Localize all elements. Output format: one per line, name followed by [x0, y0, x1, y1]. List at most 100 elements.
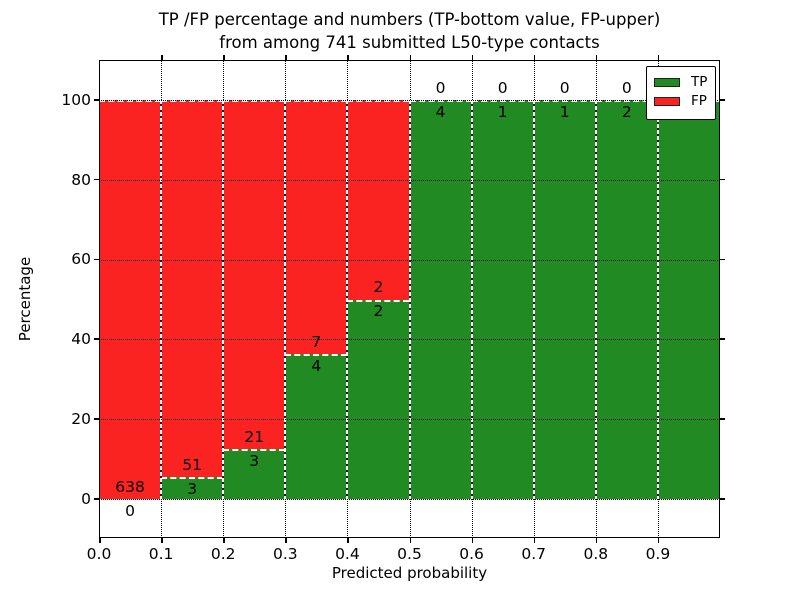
- bar-bin-0.2-0.3: [223, 100, 286, 499]
- bar-separator: [222, 100, 225, 499]
- bar-separator: [408, 100, 411, 499]
- bar-bin-0.4-0.5: [347, 100, 410, 499]
- x-tick-top: [471, 55, 474, 60]
- tp-count-label: 4: [311, 357, 322, 375]
- x-tick: [347, 538, 349, 543]
- bar-bin-0.5-0.6: [409, 100, 472, 499]
- fp-count-label: 51: [182, 456, 202, 474]
- x-tick-label: 0.1: [148, 545, 174, 563]
- x-tick-top: [595, 55, 598, 60]
- x-tick-top: [285, 55, 287, 60]
- fp-count-label: 0: [497, 79, 508, 97]
- tp-count-label: 1: [497, 103, 508, 121]
- fp-count-label: 2: [373, 278, 384, 296]
- x-tick: [285, 538, 287, 543]
- bars-region: 638 51 21 7 2 0 0 0 0 0 0 3 3 4 2 4 1 1 …: [99, 79, 720, 520]
- x-tick: [409, 538, 411, 543]
- y-tick-label: 80: [71, 171, 91, 189]
- legend: TP FP: [646, 66, 716, 120]
- bar-separator: [532, 100, 535, 499]
- bar-bin-0.9-1.0: [657, 100, 720, 499]
- x-tick-top: [533, 55, 536, 60]
- tp-count-label: 4: [435, 103, 446, 121]
- y-tick-label: 0: [81, 490, 91, 508]
- bar-bin-0.1-0.2: [161, 100, 224, 499]
- fp-count-label: 0: [559, 79, 570, 97]
- tp-count-label: 1: [559, 103, 570, 121]
- y-tick-right: [720, 418, 725, 420]
- bar-separator: [470, 100, 473, 499]
- y-tick-label: 60: [71, 250, 91, 268]
- tp-bar-segment: [657, 100, 720, 499]
- x-tick: [471, 538, 474, 543]
- legend-swatch-tp: [654, 78, 680, 87]
- fp-count-label: 638: [115, 478, 145, 496]
- x-tick-label: 0.9: [645, 545, 671, 563]
- tp-count-label: 3: [187, 480, 198, 498]
- x-tick-top: [409, 55, 411, 60]
- y-tick: [94, 258, 99, 261]
- y-tick: [94, 338, 99, 340]
- x-axis-label: Predicted probability: [331, 564, 488, 582]
- y-tick-right: [720, 338, 725, 340]
- legend-label-fp: FP: [691, 93, 707, 109]
- x-tick: [223, 538, 225, 543]
- y-tick: [94, 99, 99, 101]
- fp-bar-segment: [347, 100, 410, 300]
- x-tick: [99, 538, 101, 543]
- fp-bar-segment: [285, 100, 348, 354]
- x-tick-label: 0.5: [397, 545, 422, 563]
- tp-bar-segment: [471, 100, 534, 499]
- fp-count-label: 7: [311, 333, 322, 351]
- tp-bar-segment: [595, 100, 658, 499]
- y-tick-label: 100: [61, 91, 91, 109]
- fp-bar-segment: [223, 100, 286, 450]
- tp-count-label: 3: [249, 452, 260, 470]
- tp-bar-segment: [223, 449, 286, 499]
- tp-count-label: 2: [621, 103, 632, 121]
- x-tick-label: 0.2: [210, 545, 236, 563]
- x-tick-top: [347, 55, 349, 60]
- bar-separator: [346, 100, 349, 499]
- x-tick: [595, 538, 598, 543]
- chart-title-line1: TP /FP percentage and numbers (TP-bottom…: [158, 10, 661, 29]
- gridline-h-20: [99, 419, 720, 421]
- fp-bar-segment: [161, 100, 224, 477]
- tp-count-label: 0: [125, 502, 135, 520]
- y-tick: [94, 418, 99, 420]
- tp-bar-segment: [533, 100, 596, 499]
- y-tick-right: [720, 99, 725, 101]
- fp-count-label: 0: [435, 79, 446, 97]
- tp-bar-segment: [347, 299, 410, 499]
- y-tick-label: 20: [71, 410, 91, 428]
- gridline-h-80: [99, 179, 720, 181]
- fp-count-label: 0: [621, 79, 632, 97]
- y-tick: [94, 498, 99, 500]
- bar-bin-0.7-0.8: [533, 100, 596, 499]
- x-tick-top: [161, 55, 163, 60]
- gridline-h-40: [99, 339, 720, 341]
- legend-item-fp: FP: [654, 93, 708, 110]
- tp-bar-segment: [409, 100, 472, 499]
- chart-title: TP /FP percentage and numbers (TP-bottom…: [99, 8, 720, 54]
- x-tick-label: 0.3: [272, 545, 298, 563]
- gridline-h-60: [99, 259, 720, 261]
- y-tick-label: 40: [71, 330, 91, 348]
- y-tick: [94, 178, 99, 181]
- y-tick-right: [720, 178, 725, 181]
- bar-bin-0.0-0.1: [99, 100, 162, 499]
- x-tick-top: [223, 55, 225, 60]
- bar-bin-0.8-0.9: [595, 100, 658, 499]
- bar-separator: [284, 100, 287, 499]
- tp-bar-segment: [285, 353, 348, 499]
- x-tick-label: 0.4: [335, 545, 360, 563]
- plot-area: 638 51 21 7 2 0 0 0 0 0 0 3 3 4 2 4 1 1 …: [61, 55, 725, 563]
- x-tick: [533, 538, 536, 543]
- gridline-h-100: [99, 100, 720, 101]
- x-tick-label: 0.0: [86, 545, 112, 563]
- bar-bin-0.6-0.7: [471, 100, 534, 499]
- chart-title-line2: from among 741 submitted L50-type contac…: [219, 33, 600, 52]
- x-tick: [657, 538, 660, 543]
- x-tick-top: [657, 55, 660, 60]
